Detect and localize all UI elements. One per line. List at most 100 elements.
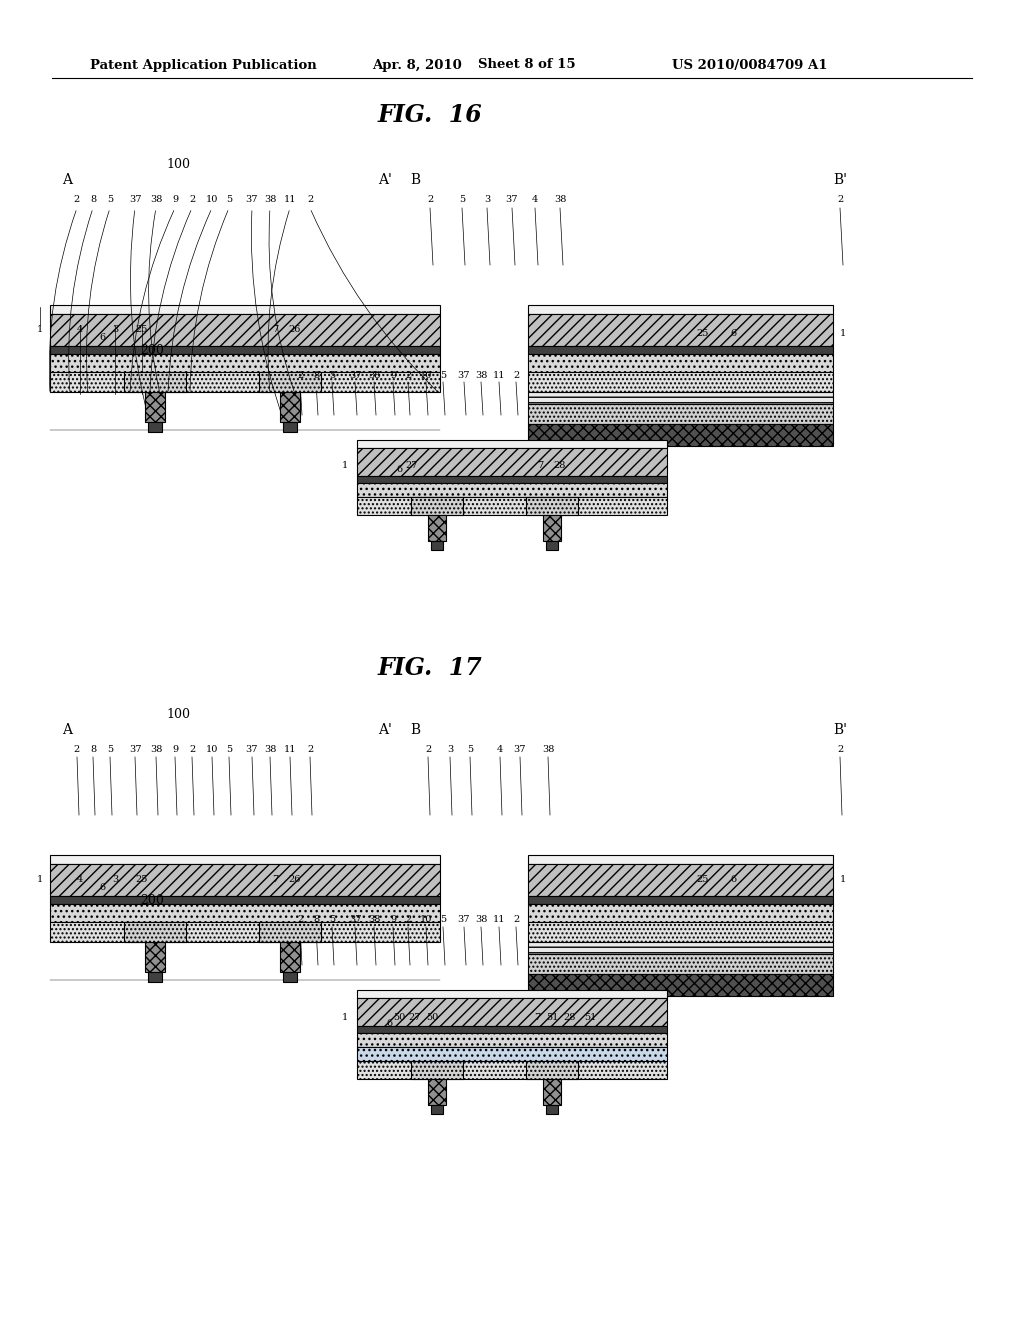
Text: US 2010/0084709 A1: US 2010/0084709 A1	[672, 58, 827, 71]
Text: 38: 38	[150, 195, 162, 205]
Bar	[528, 974, 833, 997]
Text: 11: 11	[493, 371, 505, 380]
Text: 9: 9	[390, 371, 396, 380]
Text: 8: 8	[313, 916, 319, 924]
Text: 38: 38	[368, 371, 380, 380]
Text: 38: 38	[264, 746, 276, 755]
Text: 2: 2	[513, 916, 519, 924]
Text: 10: 10	[420, 916, 432, 924]
Text: 200: 200	[140, 343, 164, 356]
Text: Apr. 8, 2010: Apr. 8, 2010	[372, 58, 462, 71]
Text: 38: 38	[475, 371, 487, 380]
Text: 100: 100	[166, 709, 190, 722]
Bar	[528, 904, 833, 921]
Bar	[280, 392, 300, 422]
Text: 8: 8	[313, 371, 319, 380]
Bar	[526, 1061, 578, 1078]
Text: 11: 11	[284, 195, 296, 205]
Text: 1: 1	[342, 461, 348, 470]
Text: 5: 5	[329, 371, 335, 380]
Text: 50: 50	[393, 1014, 406, 1023]
Text: 5: 5	[106, 746, 113, 755]
Bar	[546, 541, 558, 550]
Text: 5: 5	[440, 371, 446, 380]
Text: 1: 1	[37, 875, 43, 884]
Bar	[543, 1078, 561, 1105]
Bar	[357, 498, 667, 515]
Text: 2: 2	[513, 371, 519, 380]
Text: 37: 37	[458, 371, 470, 380]
Text: 5: 5	[226, 195, 232, 205]
Bar	[50, 372, 440, 392]
Text: 7: 7	[537, 461, 543, 470]
Text: 25: 25	[696, 875, 710, 884]
Bar	[50, 921, 440, 942]
Text: FIG.  17: FIG. 17	[378, 656, 482, 680]
Text: 6: 6	[99, 334, 105, 342]
Text: 1: 1	[840, 875, 846, 884]
Text: 6: 6	[99, 883, 105, 892]
Text: 2: 2	[74, 746, 80, 755]
Bar	[357, 998, 667, 1026]
Bar	[357, 1047, 667, 1061]
Text: 5: 5	[467, 746, 473, 755]
Bar	[357, 1026, 667, 1034]
Bar	[526, 498, 578, 515]
Text: 5: 5	[106, 195, 113, 205]
Text: 26: 26	[289, 875, 301, 884]
Text: 6: 6	[730, 329, 736, 338]
Bar	[431, 1105, 443, 1114]
Text: 37: 37	[458, 916, 470, 924]
Text: B': B'	[833, 723, 847, 737]
Text: 37: 37	[129, 195, 141, 205]
Text: 37: 37	[506, 195, 518, 205]
Text: 25: 25	[136, 326, 148, 334]
Text: 6: 6	[396, 466, 402, 474]
Text: 8: 8	[90, 195, 96, 205]
Text: 1: 1	[342, 1014, 348, 1023]
Text: 6: 6	[730, 875, 736, 884]
Text: 38: 38	[368, 916, 380, 924]
Text: 4: 4	[497, 746, 503, 755]
Text: 6: 6	[386, 1019, 392, 1028]
Text: 2: 2	[297, 371, 303, 380]
Text: 38: 38	[475, 916, 487, 924]
Text: 51: 51	[546, 1014, 558, 1023]
Bar	[148, 972, 162, 982]
Text: 1: 1	[840, 329, 846, 338]
Bar	[148, 422, 162, 432]
Text: 28: 28	[564, 1014, 577, 1023]
Bar	[259, 372, 321, 392]
Bar	[528, 404, 833, 424]
Text: 7: 7	[272, 875, 279, 884]
Bar	[428, 515, 446, 541]
Text: 1: 1	[37, 326, 43, 334]
Text: 9: 9	[172, 746, 178, 755]
Bar	[528, 942, 833, 954]
Text: 7: 7	[272, 326, 279, 334]
Text: 9: 9	[172, 195, 178, 205]
Text: B: B	[410, 723, 420, 737]
Bar	[528, 354, 833, 372]
Bar	[543, 515, 561, 541]
Text: A: A	[62, 173, 72, 187]
Bar	[528, 865, 833, 896]
Text: 37: 37	[246, 746, 258, 755]
Bar	[124, 921, 186, 942]
Text: 2: 2	[425, 746, 431, 755]
Text: B': B'	[833, 173, 847, 187]
Text: 37: 37	[349, 371, 361, 380]
Text: 37: 37	[514, 746, 526, 755]
Bar	[50, 896, 440, 904]
Bar	[50, 354, 440, 372]
Text: 37: 37	[129, 746, 141, 755]
Text: 37: 37	[349, 916, 361, 924]
Bar	[145, 392, 165, 422]
Text: 10: 10	[206, 746, 218, 755]
Text: 3: 3	[446, 746, 454, 755]
Text: 2: 2	[427, 195, 433, 205]
Text: 9: 9	[390, 916, 396, 924]
Text: 4: 4	[77, 875, 83, 884]
Text: 2: 2	[307, 746, 313, 755]
Bar	[283, 972, 297, 982]
